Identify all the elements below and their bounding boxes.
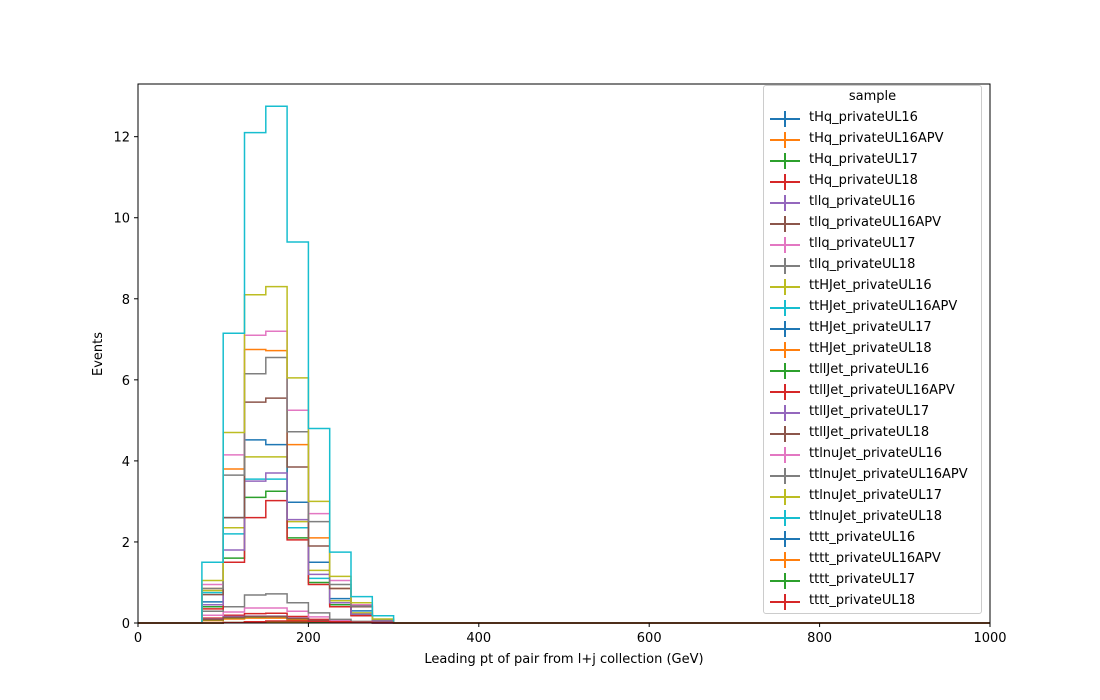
legend-errorbar-swatch (784, 531, 786, 547)
legend-errorbar-swatch (784, 237, 786, 253)
legend-errorbar-swatch (784, 300, 786, 316)
legend-errorbar-swatch (784, 174, 786, 190)
legend-item: ttHJet_privateUL17 (768, 318, 980, 339)
legend-errorbar-swatch (784, 258, 786, 274)
y-tick-label: 4 (122, 455, 130, 470)
legend-label: ttllJet_privateUL16APV (809, 383, 955, 398)
legend-label: tHq_privateUL17 (809, 152, 918, 167)
legend-errorbar-swatch (784, 552, 786, 568)
legend-title: sample (848, 89, 897, 104)
legend-errorbar-swatch (784, 342, 786, 358)
legend-label: tllq_privateUL16 (809, 194, 916, 209)
y-tick-label: 2 (122, 536, 130, 551)
legend-label: ttlnuJet_privateUL16 (809, 446, 942, 461)
legend-item: tHq_privateUL16APV (768, 129, 980, 150)
legend-label: ttHJet_privateUL18 (809, 341, 932, 356)
legend-errorbar-swatch (784, 195, 786, 211)
axes: 0 200 400 600 800 1000 0 2 4 6 8 10 12 (113, 131, 1006, 646)
legend-label: ttHJet_privateUL16APV (809, 299, 958, 314)
legend-label: tllq_privateUL17 (809, 236, 916, 251)
legend-errorbar-swatch (784, 132, 786, 148)
legend-item: tHq_privateUL17 (768, 150, 980, 171)
legend-item: ttHJet_privateUL16 (768, 276, 980, 297)
legend-label: tHq_privateUL18 (809, 173, 918, 188)
legend-item: tllq_privateUL16 (768, 192, 980, 213)
series-line-ttlnuJet_privateUL18 (138, 105, 990, 624)
y-axis-label: Events (91, 332, 106, 376)
legend-errorbar-swatch (784, 153, 786, 169)
legend-label: tHq_privateUL16 (809, 110, 918, 125)
x-tick-label: 600 (637, 631, 662, 646)
legend-label: ttllJet_privateUL18 (809, 425, 930, 440)
legend-item: tllq_privateUL18 (768, 255, 980, 276)
legend-item: tttt_privateUL16APV (768, 549, 980, 570)
plot-frame (137, 83, 991, 624)
legend-item: tHq_privateUL18 (768, 171, 980, 192)
legend-errorbar-swatch (784, 279, 786, 295)
legend-item: ttHJet_privateUL18 (768, 339, 980, 360)
legend-item: ttlnuJet_privateUL18 (768, 507, 980, 528)
legend-label: ttllJet_privateUL17 (809, 404, 930, 419)
legend-errorbar-swatch (784, 405, 786, 421)
legend-label: tttt_privateUL16APV (809, 551, 941, 566)
legend-item: ttllJet_privateUL16APV (768, 381, 980, 402)
legend-errorbar-swatch (784, 111, 786, 127)
legend-label: ttlnuJet_privateUL16APV (809, 467, 968, 482)
legend-item: tttt_privateUL18 (768, 591, 980, 612)
legend: sample tHq_privateUL16 tHq_privateUL16APV… (763, 85, 982, 614)
y-tick-label: 0 (122, 617, 130, 632)
legend-errorbar-swatch (784, 447, 786, 463)
legend-errorbar-swatch (784, 426, 786, 442)
y-tick-label: 6 (122, 374, 130, 389)
x-tick-label: 400 (466, 631, 491, 646)
x-tick-label: 800 (807, 631, 832, 646)
legend-item: tttt_privateUL16 (768, 528, 980, 549)
legend-label: tHq_privateUL16APV (809, 131, 944, 146)
legend-label: ttlnuJet_privateUL17 (809, 488, 942, 503)
legend-errorbar-swatch (784, 510, 786, 526)
legend-item: ttllJet_privateUL18 (768, 423, 980, 444)
legend-errorbar-swatch (784, 216, 786, 232)
legend-label: tttt_privateUL17 (809, 572, 916, 587)
legend-errorbar-swatch (784, 489, 786, 505)
legend-label: ttllJet_privateUL16 (809, 362, 930, 377)
legend-label: tttt_privateUL18 (809, 593, 916, 608)
legend-item: tllq_privateUL16APV (768, 213, 980, 234)
y-tick-label: 12 (113, 131, 130, 146)
legend-errorbar-swatch (784, 573, 786, 589)
legend-item: ttllJet_privateUL17 (768, 402, 980, 423)
legend-item: tHq_privateUL16 (768, 108, 980, 129)
y-tick-label: 8 (122, 293, 130, 308)
legend-errorbar-swatch (784, 594, 786, 610)
legend-label: tllq_privateUL18 (809, 257, 916, 272)
x-tick-label: 200 (296, 631, 321, 646)
legend-item: ttHJet_privateUL16APV (768, 297, 980, 318)
x-axis-label: Leading pt of pair from l+j collection (… (424, 652, 703, 667)
x-tick-label: 0 (134, 631, 142, 646)
legend-errorbar-swatch (784, 468, 786, 484)
legend-item: tllq_privateUL17 (768, 234, 980, 255)
legend-errorbar-swatch (784, 363, 786, 379)
y-tick-label: 10 (113, 212, 130, 227)
legend-label: ttlnuJet_privateUL18 (809, 509, 942, 524)
legend-item: tttt_privateUL17 (768, 570, 980, 591)
legend-item: ttlnuJet_privateUL16 (768, 444, 980, 465)
x-tick-label: 1000 (973, 631, 1006, 646)
legend-item: ttlnuJet_privateUL16APV (768, 465, 980, 486)
legend-label: tttt_privateUL16 (809, 530, 916, 545)
legend-item: ttllJet_privateUL16 (768, 360, 980, 381)
legend-label: ttHJet_privateUL16 (809, 278, 932, 293)
legend-label: ttHJet_privateUL17 (809, 320, 932, 335)
legend-errorbar-swatch (784, 384, 786, 400)
legend-errorbar-swatch (784, 321, 786, 337)
legend-label: tllq_privateUL16APV (809, 215, 941, 230)
legend-item: ttlnuJet_privateUL17 (768, 486, 980, 507)
